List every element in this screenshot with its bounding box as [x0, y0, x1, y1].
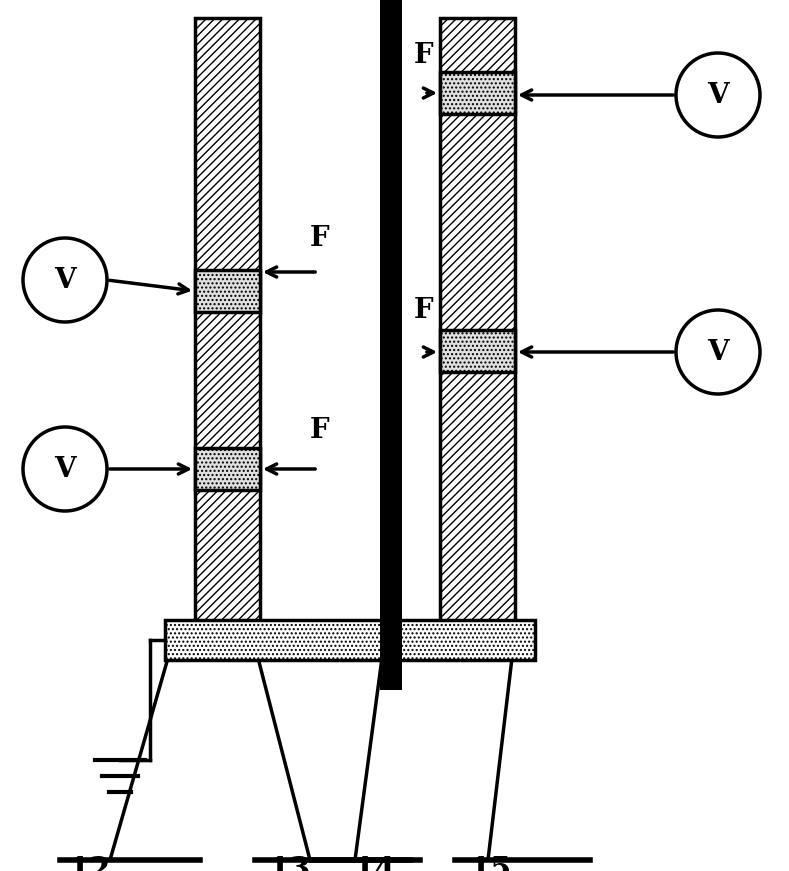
- Text: V: V: [54, 456, 76, 483]
- Circle shape: [23, 238, 107, 322]
- Text: V: V: [707, 339, 729, 366]
- Text: F: F: [310, 225, 330, 252]
- Text: 14: 14: [353, 855, 396, 871]
- Text: F: F: [414, 296, 434, 323]
- Bar: [195, 270, 260, 312]
- Bar: [380, 0, 402, 690]
- Circle shape: [676, 310, 760, 394]
- Text: 12: 12: [69, 855, 111, 871]
- Circle shape: [676, 53, 760, 137]
- Bar: [165, 620, 535, 660]
- Text: V: V: [54, 267, 76, 294]
- Bar: [195, 448, 260, 490]
- Bar: [440, 330, 515, 372]
- Text: F: F: [310, 416, 330, 443]
- Bar: [440, 72, 515, 114]
- Text: V: V: [707, 82, 729, 109]
- Bar: [195, 18, 260, 628]
- Circle shape: [23, 427, 107, 511]
- Text: 13: 13: [269, 855, 311, 871]
- Text: 15: 15: [469, 855, 511, 871]
- Text: F: F: [414, 42, 434, 69]
- Bar: [440, 18, 515, 628]
